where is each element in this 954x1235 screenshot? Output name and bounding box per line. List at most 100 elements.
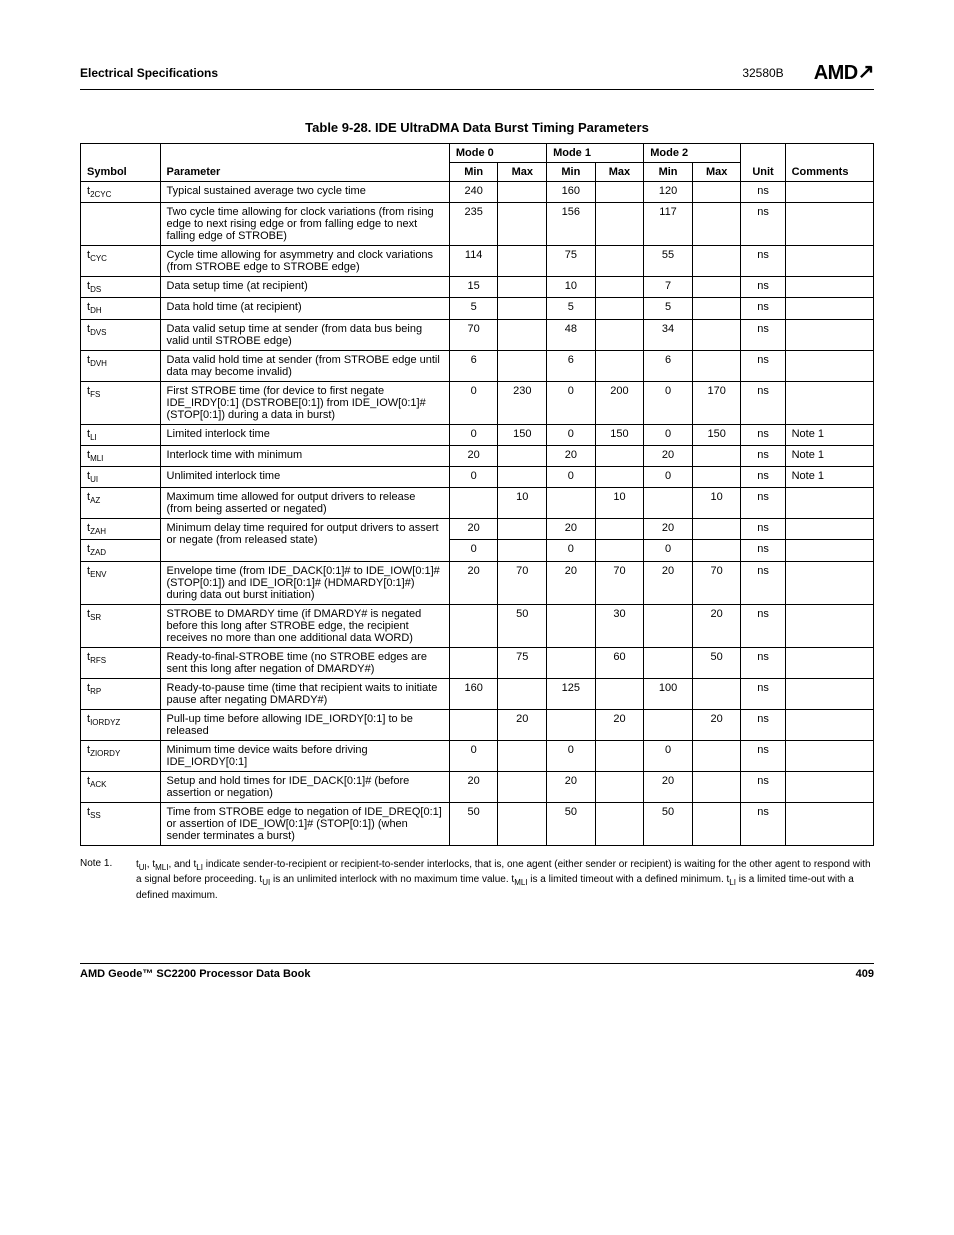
cell-value: 235 [449, 203, 498, 246]
cell-unit: ns [741, 277, 785, 298]
col-m1-min: Min [547, 163, 596, 182]
cell-value [595, 771, 644, 802]
cell-parameter: Data valid hold time at sender (from STR… [160, 350, 449, 381]
cell-value: 48 [547, 319, 596, 350]
table-row: tZAHMinimum delay time required for outp… [81, 519, 874, 540]
table-row: tIORDYZPull-up time before allowing IDE_… [81, 709, 874, 740]
cell-value: 20 [547, 519, 596, 540]
cell-value [595, 519, 644, 540]
cell-comments [785, 561, 873, 604]
cell-comments [785, 740, 873, 771]
cell-value: 20 [449, 561, 498, 604]
cell-symbol: tZAH [81, 519, 161, 540]
cell-value: 75 [547, 246, 596, 277]
table-row: tSSTime from STROBE edge to negation of … [81, 802, 874, 845]
col-m2-max: Max [692, 163, 741, 182]
cell-value: 15 [449, 277, 498, 298]
cell-value [692, 319, 741, 350]
cell-value: 0 [547, 740, 596, 771]
cell-value: 150 [498, 424, 547, 445]
col-m0-min: Min [449, 163, 498, 182]
cell-value [692, 519, 741, 540]
cell-value: 125 [547, 678, 596, 709]
cell-comments [785, 319, 873, 350]
cell-value: 20 [692, 709, 741, 740]
table-title: Table 9-28. IDE UltraDMA Data Burst Timi… [80, 120, 874, 135]
cell-value [547, 604, 596, 647]
cell-symbol: tLI [81, 424, 161, 445]
cell-value: 0 [644, 381, 693, 424]
cell-comments: Note 1 [785, 466, 873, 487]
cell-symbol: tDVS [81, 319, 161, 350]
cell-value [692, 678, 741, 709]
table-row: tDHData hold time (at recipient)555ns [81, 298, 874, 319]
cell-value: 230 [498, 381, 547, 424]
cell-symbol: tDS [81, 277, 161, 298]
cell-value: 60 [595, 647, 644, 678]
cell-symbol [81, 203, 161, 246]
cell-comments: Note 1 [785, 445, 873, 466]
cell-unit: ns [741, 246, 785, 277]
cell-value: 20 [595, 709, 644, 740]
note-label: Note 1. [80, 858, 136, 903]
cell-parameter: Setup and hold times for IDE_DACK[0:1]# … [160, 771, 449, 802]
cell-value: 20 [498, 709, 547, 740]
cell-value [498, 246, 547, 277]
cell-value [595, 298, 644, 319]
cell-value [449, 647, 498, 678]
cell-parameter: Limited interlock time [160, 424, 449, 445]
cell-value [595, 182, 644, 203]
table-row: tAZMaximum time allowed for output drive… [81, 488, 874, 519]
col-comments: Comments [785, 144, 873, 182]
cell-unit: ns [741, 319, 785, 350]
cell-comments [785, 350, 873, 381]
cell-parameter: Maximum time allowed for output drivers … [160, 488, 449, 519]
cell-unit: ns [741, 802, 785, 845]
cell-value [547, 709, 596, 740]
cell-value: 6 [449, 350, 498, 381]
cell-symbol: tFS [81, 381, 161, 424]
cell-parameter: Time from STROBE edge to negation of IDE… [160, 802, 449, 845]
cell-value: 6 [644, 350, 693, 381]
cell-value [692, 802, 741, 845]
cell-value [692, 466, 741, 487]
cell-unit: ns [741, 678, 785, 709]
cell-value: 10 [547, 277, 596, 298]
cell-symbol: tSR [81, 604, 161, 647]
cell-symbol: tZIORDY [81, 740, 161, 771]
cell-value: 10 [498, 488, 547, 519]
table-row: tSRSTROBE to DMARDY time (if DMARDY# is … [81, 604, 874, 647]
cell-value: 160 [547, 182, 596, 203]
cell-value: 70 [449, 319, 498, 350]
cell-value [595, 246, 644, 277]
cell-value [498, 771, 547, 802]
cell-symbol: tDVH [81, 350, 161, 381]
cell-value [644, 709, 693, 740]
cell-value [498, 182, 547, 203]
cell-unit: ns [741, 540, 785, 561]
table-row: t2CYCTypical sustained average two cycle… [81, 182, 874, 203]
table-row: tDSData setup time (at recipient)15107ns [81, 277, 874, 298]
cell-unit: ns [741, 519, 785, 540]
amd-logo: AMD↗ [814, 60, 874, 85]
cell-symbol: tMLI [81, 445, 161, 466]
cell-value [498, 277, 547, 298]
cell-value [498, 678, 547, 709]
cell-value: 0 [644, 466, 693, 487]
cell-comments [785, 678, 873, 709]
cell-value: 150 [692, 424, 741, 445]
cell-value: 0 [644, 424, 693, 445]
cell-value [692, 298, 741, 319]
cell-value: 117 [644, 203, 693, 246]
cell-symbol: tIORDYZ [81, 709, 161, 740]
cell-value [595, 802, 644, 845]
cell-value: 0 [547, 424, 596, 445]
table-row: tMLIInterlock time with minimum202020nsN… [81, 445, 874, 466]
table-row: Two cycle time allowing for clock variat… [81, 203, 874, 246]
cell-symbol: tENV [81, 561, 161, 604]
cell-symbol: tACK [81, 771, 161, 802]
cell-symbol: tSS [81, 802, 161, 845]
cell-value: 55 [644, 246, 693, 277]
cell-value [595, 740, 644, 771]
cell-parameter: Envelope time (from IDE_DACK[0:1]# to ID… [160, 561, 449, 604]
